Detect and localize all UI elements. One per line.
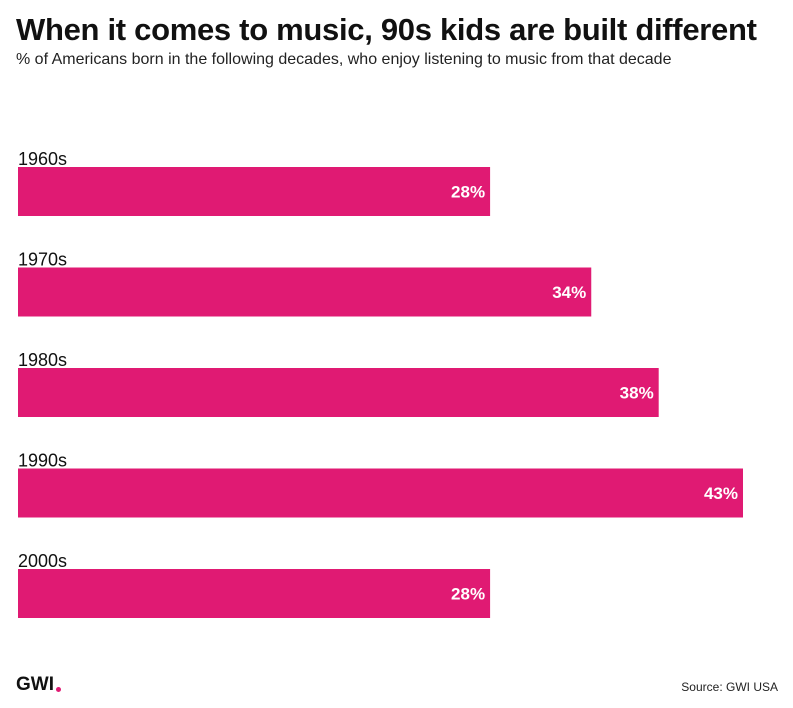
source-note: Source: GWI USA — [681, 680, 778, 694]
bar-1980s — [18, 368, 659, 417]
value-label: 28% — [451, 585, 485, 604]
chart-subtitle: % of Americans born in the following dec… — [16, 51, 672, 68]
value-label: 38% — [620, 384, 654, 403]
logo-text: GWI — [16, 674, 54, 695]
category-label: 1960s — [18, 149, 67, 169]
value-label: 34% — [552, 283, 586, 302]
bar-1990s — [18, 468, 743, 518]
category-label: 1990s — [18, 451, 67, 471]
logo-dot-icon — [56, 687, 61, 692]
category-label: 1970s — [18, 250, 67, 270]
chart-title: When it comes to music, 90s kids are bui… — [16, 12, 757, 47]
bar-1960s — [18, 167, 491, 216]
value-label: 28% — [451, 183, 485, 202]
bar-2000s — [18, 569, 491, 618]
bar-1970s — [18, 267, 592, 317]
gwi-logo: GWI — [16, 674, 61, 696]
category-label: 2000s — [18, 551, 67, 571]
category-label: 1980s — [18, 350, 67, 370]
value-label: 43% — [704, 484, 738, 503]
